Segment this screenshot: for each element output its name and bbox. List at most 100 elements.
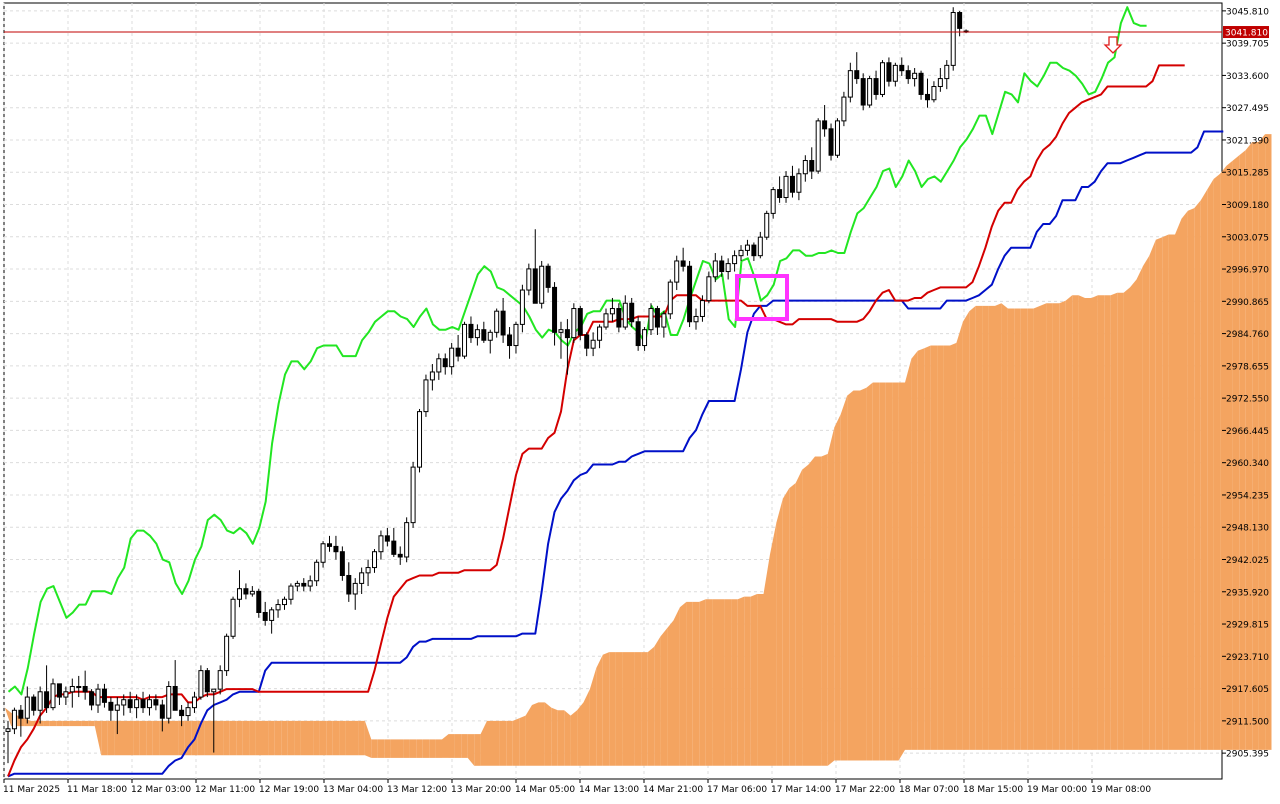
candle xyxy=(674,255,680,291)
candle-body xyxy=(89,691,95,706)
candle xyxy=(899,57,905,76)
kumo-segment xyxy=(866,382,873,761)
y-tick-label: 3033.600 xyxy=(1226,72,1269,82)
candle xyxy=(95,683,101,713)
candle xyxy=(552,282,558,346)
kumo-segment xyxy=(146,720,153,756)
kumo-segment xyxy=(1014,308,1021,750)
candle xyxy=(507,327,513,359)
candle-body xyxy=(712,260,718,278)
candle xyxy=(879,60,885,98)
candle-body xyxy=(101,688,107,703)
kumo-segment xyxy=(262,720,269,756)
candle xyxy=(513,321,519,354)
candle-body xyxy=(571,308,577,339)
candle-body xyxy=(879,62,885,95)
candle-body xyxy=(648,308,654,331)
kumo-segment xyxy=(1168,234,1175,750)
x-tick-label: 18 Mar 07:00 xyxy=(899,785,959,795)
candle xyxy=(924,78,930,108)
kumo-segment xyxy=(937,345,944,750)
candle xyxy=(140,691,146,713)
candle xyxy=(256,588,262,618)
kumo-segment xyxy=(313,720,320,756)
candle-body xyxy=(597,326,603,341)
candle-body xyxy=(841,96,847,122)
candle-body xyxy=(526,268,532,291)
candle xyxy=(802,155,808,182)
candle xyxy=(153,694,159,711)
kumo-segment xyxy=(988,305,995,750)
candle-body xyxy=(146,699,152,709)
candle-body xyxy=(179,709,185,717)
candle xyxy=(76,675,82,698)
kumo-segment xyxy=(255,720,262,756)
y-tick-label: 2996.970 xyxy=(1226,266,1269,276)
candle-body xyxy=(410,466,416,524)
kumo-segment xyxy=(885,382,893,761)
candle xyxy=(937,68,943,92)
candle xyxy=(886,57,892,87)
y-tick-label: 3045.810 xyxy=(1226,7,1269,17)
candle-body xyxy=(899,64,905,72)
candle xyxy=(828,123,834,161)
candle xyxy=(159,699,165,732)
candle-body xyxy=(699,300,705,317)
kumo-segment xyxy=(1207,179,1214,750)
kumo-segment xyxy=(56,720,63,727)
candle-body xyxy=(854,70,860,80)
candle xyxy=(134,694,140,719)
kumo-segment xyxy=(229,720,237,756)
candle-body xyxy=(224,635,230,672)
kumo-segment xyxy=(422,739,430,758)
kumo-segment xyxy=(898,382,905,761)
candle xyxy=(191,691,197,713)
candle xyxy=(294,580,300,592)
kumo-segment xyxy=(1072,295,1079,750)
candle xyxy=(481,321,487,343)
kumo-segment xyxy=(647,646,655,766)
kumo-segment xyxy=(467,734,475,766)
candle xyxy=(744,239,750,256)
candle-body xyxy=(789,175,795,193)
kumo-segment xyxy=(911,350,918,750)
candle-body xyxy=(230,598,236,637)
candle xyxy=(751,242,757,261)
kumo-segment xyxy=(718,599,725,766)
kumo-segment xyxy=(429,739,436,758)
candle xyxy=(764,210,770,240)
kumo-segment xyxy=(1130,279,1137,750)
x-tick-label: 14 Mar 21:00 xyxy=(643,785,703,795)
kumo-segment xyxy=(827,427,835,766)
candle xyxy=(384,527,390,547)
candle-body xyxy=(603,313,609,328)
kumo-segment xyxy=(705,599,713,766)
ichimoku-cloud xyxy=(4,134,1272,766)
candle-body xyxy=(275,604,281,611)
kumo-segment xyxy=(847,390,854,761)
kumo-segment xyxy=(139,720,147,756)
candle-body xyxy=(487,331,493,341)
candle xyxy=(918,70,924,100)
x-tick-label: 13 Mar 12:00 xyxy=(387,785,447,795)
candle xyxy=(719,255,725,277)
candle xyxy=(44,665,50,713)
candle-body xyxy=(847,70,853,98)
candle-body xyxy=(834,120,840,156)
candle-body xyxy=(944,64,950,80)
kumo-segment xyxy=(345,720,352,756)
kumo-segment xyxy=(204,720,211,756)
candle xyxy=(185,702,191,721)
kumo-segment xyxy=(544,702,552,766)
kumo-segment xyxy=(294,720,301,756)
kumo-segment xyxy=(442,734,449,758)
candle xyxy=(770,186,776,219)
candle-body xyxy=(76,685,82,688)
kumo-segment xyxy=(1040,303,1047,750)
kumo-segment xyxy=(776,498,783,766)
kumo-segment xyxy=(1007,308,1015,750)
kumo-segment xyxy=(101,720,108,756)
candle-body xyxy=(494,310,500,333)
